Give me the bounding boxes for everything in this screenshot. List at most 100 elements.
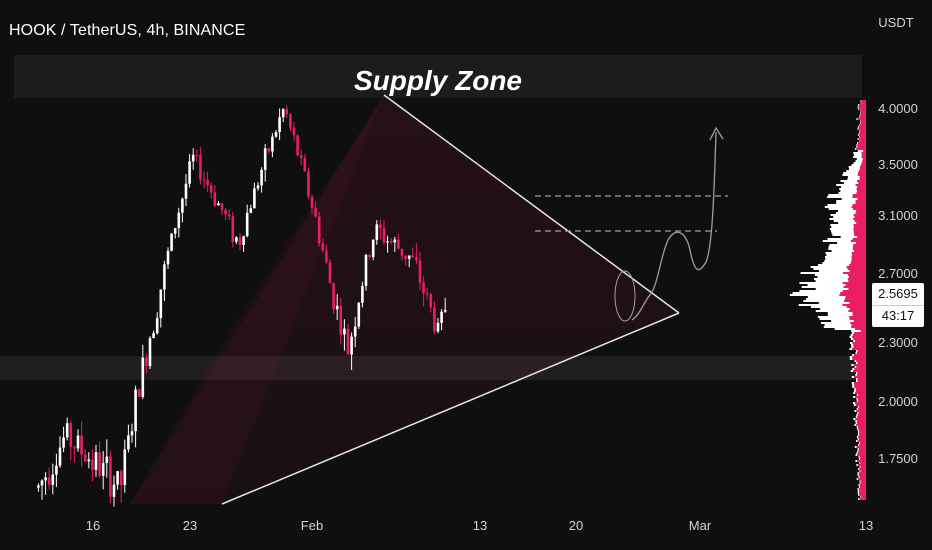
y-tick-label: 3.1000 — [878, 208, 918, 223]
candle-body — [357, 302, 361, 327]
profile-bar-up — [840, 236, 858, 238]
y-tick-label: 4.0000 — [878, 101, 918, 116]
profile-bar-up — [851, 332, 854, 334]
profile-bar-up — [824, 206, 852, 208]
profile-bar-down — [851, 206, 866, 208]
profile-bar-down — [851, 326, 866, 328]
profile-bar-up — [824, 324, 852, 326]
profile-bar-down — [857, 362, 866, 364]
profile-bar-up — [856, 400, 859, 402]
profile-bar-up — [860, 112, 861, 114]
triangle-upper-line[interactable] — [383, 94, 680, 314]
profile-bar-down — [856, 424, 866, 426]
chart-title: HOOK / TetherUS, 4h, BINANCE — [9, 22, 246, 39]
profile-bar-up — [824, 260, 852, 262]
profile-bar-up — [857, 126, 859, 128]
profile-bar-down — [860, 330, 866, 332]
profile-bar-down — [861, 156, 866, 158]
profile-bar-down — [855, 404, 866, 406]
profile-bar-up — [831, 232, 854, 234]
price-scale[interactable]: 4.0000 3.5000 3.1000 2.7000 2.3000 2.0000 1.75… — [878, 101, 918, 466]
profile-bar-down — [860, 168, 866, 170]
current-price-ellipse — [614, 270, 636, 322]
candle-body — [159, 289, 163, 318]
candle-body — [303, 157, 307, 172]
profile-bar-up — [801, 286, 844, 288]
profile-bar-up — [851, 164, 861, 166]
profile-bar-down — [856, 410, 866, 412]
profile-bar-up — [826, 254, 853, 256]
candle-body — [62, 437, 65, 448]
profile-bar-up — [842, 174, 858, 176]
profile-bar-up — [817, 276, 849, 278]
profile-bar-up — [856, 398, 858, 400]
profile-bar-up — [827, 238, 853, 240]
candle-body — [166, 250, 170, 265]
profile-bar-down — [860, 462, 866, 464]
candle-body — [112, 484, 116, 497]
profile-bar-up — [857, 488, 859, 490]
profile-bar-up — [807, 284, 846, 286]
candle-body — [256, 185, 260, 189]
profile-bar-down — [859, 484, 866, 486]
profile-bar-down — [856, 360, 866, 362]
profile-bar-up — [827, 314, 853, 316]
candle-body — [58, 447, 62, 466]
candle-body — [191, 154, 195, 162]
profile-bar-up — [836, 212, 856, 214]
candle-body — [37, 485, 40, 488]
profile-bar-up — [810, 266, 847, 268]
profile-bar-up — [813, 278, 848, 280]
profile-bar-up — [856, 158, 863, 160]
profile-bar-up — [856, 144, 858, 146]
profile-bar-down — [856, 148, 866, 150]
profile-bar-down — [853, 338, 866, 340]
profile-bar-up — [857, 412, 859, 414]
candle-body — [404, 255, 407, 259]
profile-bar-up — [847, 178, 860, 180]
profile-bar-down — [852, 238, 866, 240]
profile-bar-up — [820, 308, 850, 310]
profile-bar-up — [857, 448, 859, 450]
profile-bar-down — [852, 208, 866, 210]
profile-bar-down — [857, 236, 866, 238]
profile-bar-down — [857, 380, 866, 382]
time-scale[interactable]: 16 23 Feb 13 20 Mar 13 — [86, 518, 873, 533]
profile-bar-up — [858, 132, 860, 134]
profile-bar-down — [844, 298, 866, 300]
profile-bar-up — [859, 480, 861, 482]
profile-bar-up — [825, 256, 852, 258]
profile-bar-down — [844, 300, 866, 302]
profile-bar-down — [852, 342, 866, 344]
profile-bar-down — [854, 384, 866, 386]
profile-bar-down — [858, 472, 866, 474]
profile-bar-up — [857, 492, 859, 494]
profile-bar-down — [863, 150, 866, 152]
candle-body — [127, 435, 130, 450]
profile-bar-up — [857, 434, 860, 436]
profile-bar-up — [838, 192, 857, 194]
profile-bar-down — [858, 490, 866, 492]
last-price-badge: 2.5695 43:17 — [872, 283, 924, 327]
profile-bar-up — [857, 142, 858, 144]
candle-body — [368, 254, 371, 258]
profile-bar-down — [859, 456, 866, 458]
profile-bar-down — [857, 372, 866, 374]
profile-bar-up — [815, 310, 849, 312]
profile-bar-down — [850, 322, 866, 324]
profile-bar-up — [833, 220, 855, 222]
profile-bar-down — [848, 280, 866, 282]
profile-bar-up — [789, 294, 840, 296]
profile-bar-up — [855, 422, 858, 424]
profile-bar-down — [856, 192, 866, 194]
triangle-left-fill — [130, 95, 384, 504]
profile-bar-down — [859, 444, 866, 446]
profile-bar-up — [852, 402, 855, 404]
candle-body — [163, 264, 166, 290]
triangle-lower-line[interactable] — [221, 312, 680, 505]
candle-body — [346, 328, 350, 355]
profile-bar-down — [858, 126, 866, 128]
profile-bar-up — [857, 490, 859, 492]
profile-bar-down — [860, 482, 866, 484]
